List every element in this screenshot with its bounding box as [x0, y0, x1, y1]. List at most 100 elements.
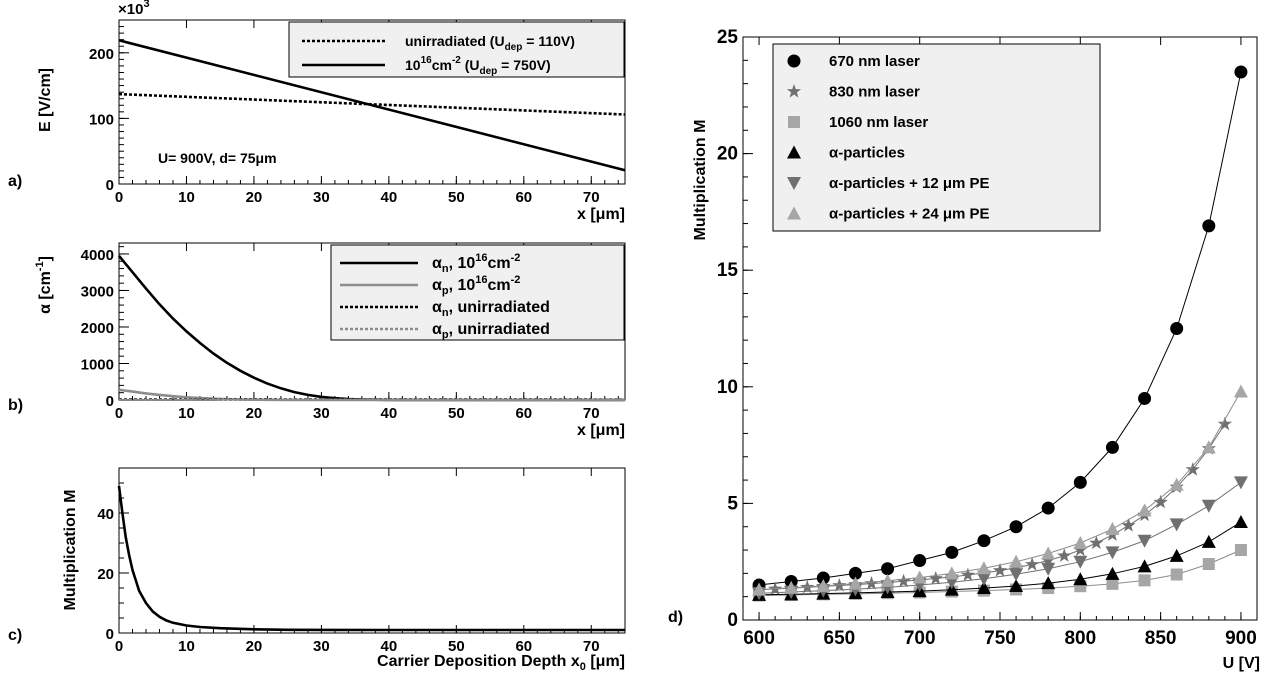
y-tick-label: 20	[717, 144, 738, 165]
data-point-1	[1041, 553, 1056, 567]
data-point-1	[1185, 462, 1200, 476]
y-tick-label: 25	[717, 27, 739, 48]
data-point-4	[944, 576, 959, 590]
data-point-5	[880, 573, 895, 587]
legend-d-marker-4	[787, 177, 801, 190]
data-point-4	[1041, 562, 1056, 576]
x-tick-label: 20	[246, 189, 263, 206]
data-point-0	[913, 554, 927, 568]
data-point-1	[1153, 494, 1168, 509]
data-point-1	[960, 567, 975, 582]
panel-tag-a: a)	[8, 173, 22, 190]
data-point-4	[1105, 546, 1120, 560]
legend-d-label-3: α-particles	[829, 145, 905, 162]
data-point-0	[881, 562, 895, 576]
x-tick-label: 750	[984, 628, 1016, 649]
data-point-2	[1170, 568, 1183, 581]
data-point-5	[1105, 522, 1120, 536]
legend-d-label-4: α-particles + 12 μm PE	[829, 175, 990, 192]
data-point-0	[848, 566, 862, 580]
data-point-3	[1201, 534, 1216, 548]
data-point-5	[1009, 554, 1024, 568]
exponent-label-a: ×103	[118, 0, 150, 18]
panel-a: 0 10 20 30 40 50 60 70 0 100 200 ×103 E [V/cm] x […	[8, 0, 626, 223]
data-point-3	[1009, 578, 1024, 592]
fit-curve-2	[759, 549, 1242, 596]
data-point-5	[1233, 384, 1248, 398]
y-tick-label: 10	[717, 377, 738, 398]
x-axis-label-c: Carrier Deposition Depth x0 [μm]	[377, 653, 625, 673]
y-tick-label: 200	[89, 46, 114, 63]
data-point-2	[1138, 574, 1151, 587]
x-axis-label-b: x [μm]	[577, 422, 625, 439]
panel-tag-d: d)	[668, 609, 683, 626]
legend-a-label-1: 1016cm-2 (Udep = 750V)	[405, 55, 551, 77]
x-tick-label: 700	[904, 628, 936, 649]
data-point-3	[1041, 576, 1056, 590]
plot-frame-a	[118, 19, 626, 185]
fit-curve-4	[759, 481, 1242, 594]
legend-d-label-1: 830 nm laser	[829, 84, 920, 101]
legend-b-label-3: αp, unirradiated	[432, 321, 550, 341]
series-line-a-1	[118, 39, 626, 172]
y-tick-label: 0	[106, 626, 114, 643]
data-point-4	[1233, 476, 1248, 490]
data-point-5	[1201, 440, 1216, 454]
data-point-4	[1137, 534, 1152, 548]
data-point-2	[1234, 544, 1247, 557]
data-point-0	[1041, 501, 1055, 515]
data-point-0	[1009, 520, 1023, 534]
data-point-0	[945, 545, 959, 559]
x-tick-label: 30	[313, 638, 330, 655]
y-axis-label-b: α [cm-1]	[34, 256, 54, 314]
x-tick-label: 600	[743, 628, 775, 649]
x-tick-label: 800	[1064, 628, 1096, 649]
legend-a-label-0: unirradiated (Udep = 110V)	[405, 33, 575, 53]
data-point-0	[1234, 65, 1248, 79]
fit-curve-3	[759, 521, 1242, 596]
y-tick-label: 3000	[81, 283, 114, 300]
y-tick-label: 0	[106, 177, 114, 194]
x-tick-label: 900	[1225, 628, 1257, 649]
x-tick-label: 20	[246, 638, 263, 655]
y-tick-label: 5	[727, 493, 738, 514]
x-tick-label: 10	[178, 189, 195, 206]
x-tick-label: 70	[583, 638, 600, 655]
data-point-3	[1137, 559, 1152, 573]
data-point-1	[1217, 416, 1232, 431]
panel-b: 0 10 20 30 40 50 60 70 0 1000 2000 3000 4000 α [cm-1…	[8, 242, 626, 439]
x-tick-label: 60	[515, 189, 532, 206]
series-line-c-0	[117, 485, 625, 632]
data-point-5	[848, 576, 863, 590]
data-point-1	[1121, 518, 1136, 532]
data-point-4	[1201, 499, 1216, 513]
y-tick-label: 4000	[81, 247, 114, 264]
y-tick-label: 1000	[81, 356, 114, 373]
annotation-a: U= 900V, d= 75μm	[158, 150, 277, 166]
x-tick-label: 10	[178, 638, 195, 655]
y-axis-label-c: Multiplication M	[62, 490, 79, 611]
x-tick-label: 850	[1145, 628, 1177, 649]
y-tick-label: 0	[106, 393, 114, 410]
x-tick-label: 0	[115, 405, 123, 422]
data-point-5	[1041, 546, 1056, 560]
fit-curve-0	[759, 71, 1242, 586]
data-point-5	[976, 561, 991, 575]
x-axis-label-a: x [μm]	[577, 206, 625, 223]
data-point-1	[1089, 535, 1104, 550]
data-point-1	[928, 571, 943, 585]
panel-d: 600 650 700 750 800 850 900 0 5 10 15 20 25 Multipli…	[668, 27, 1260, 672]
legend-d: 670 nm laser 830 nm laser 1060 nm laser α-p…	[772, 43, 1101, 232]
data-point-5	[1169, 477, 1184, 491]
legend-d-label-5: α-particles + 24 μm PE	[829, 206, 990, 223]
data-point-4	[1009, 568, 1024, 582]
data-point-3	[1169, 548, 1184, 562]
legend-b-label-1: αp, 1016cm-2	[432, 274, 520, 297]
x-tick-label: 40	[381, 638, 398, 655]
legend-d-marker-1	[786, 84, 802, 98]
data-point-3	[1233, 515, 1248, 529]
legend-d-marker-5	[787, 206, 801, 220]
x-tick-label: 10	[178, 405, 195, 422]
x-tick-label: 50	[448, 405, 465, 422]
